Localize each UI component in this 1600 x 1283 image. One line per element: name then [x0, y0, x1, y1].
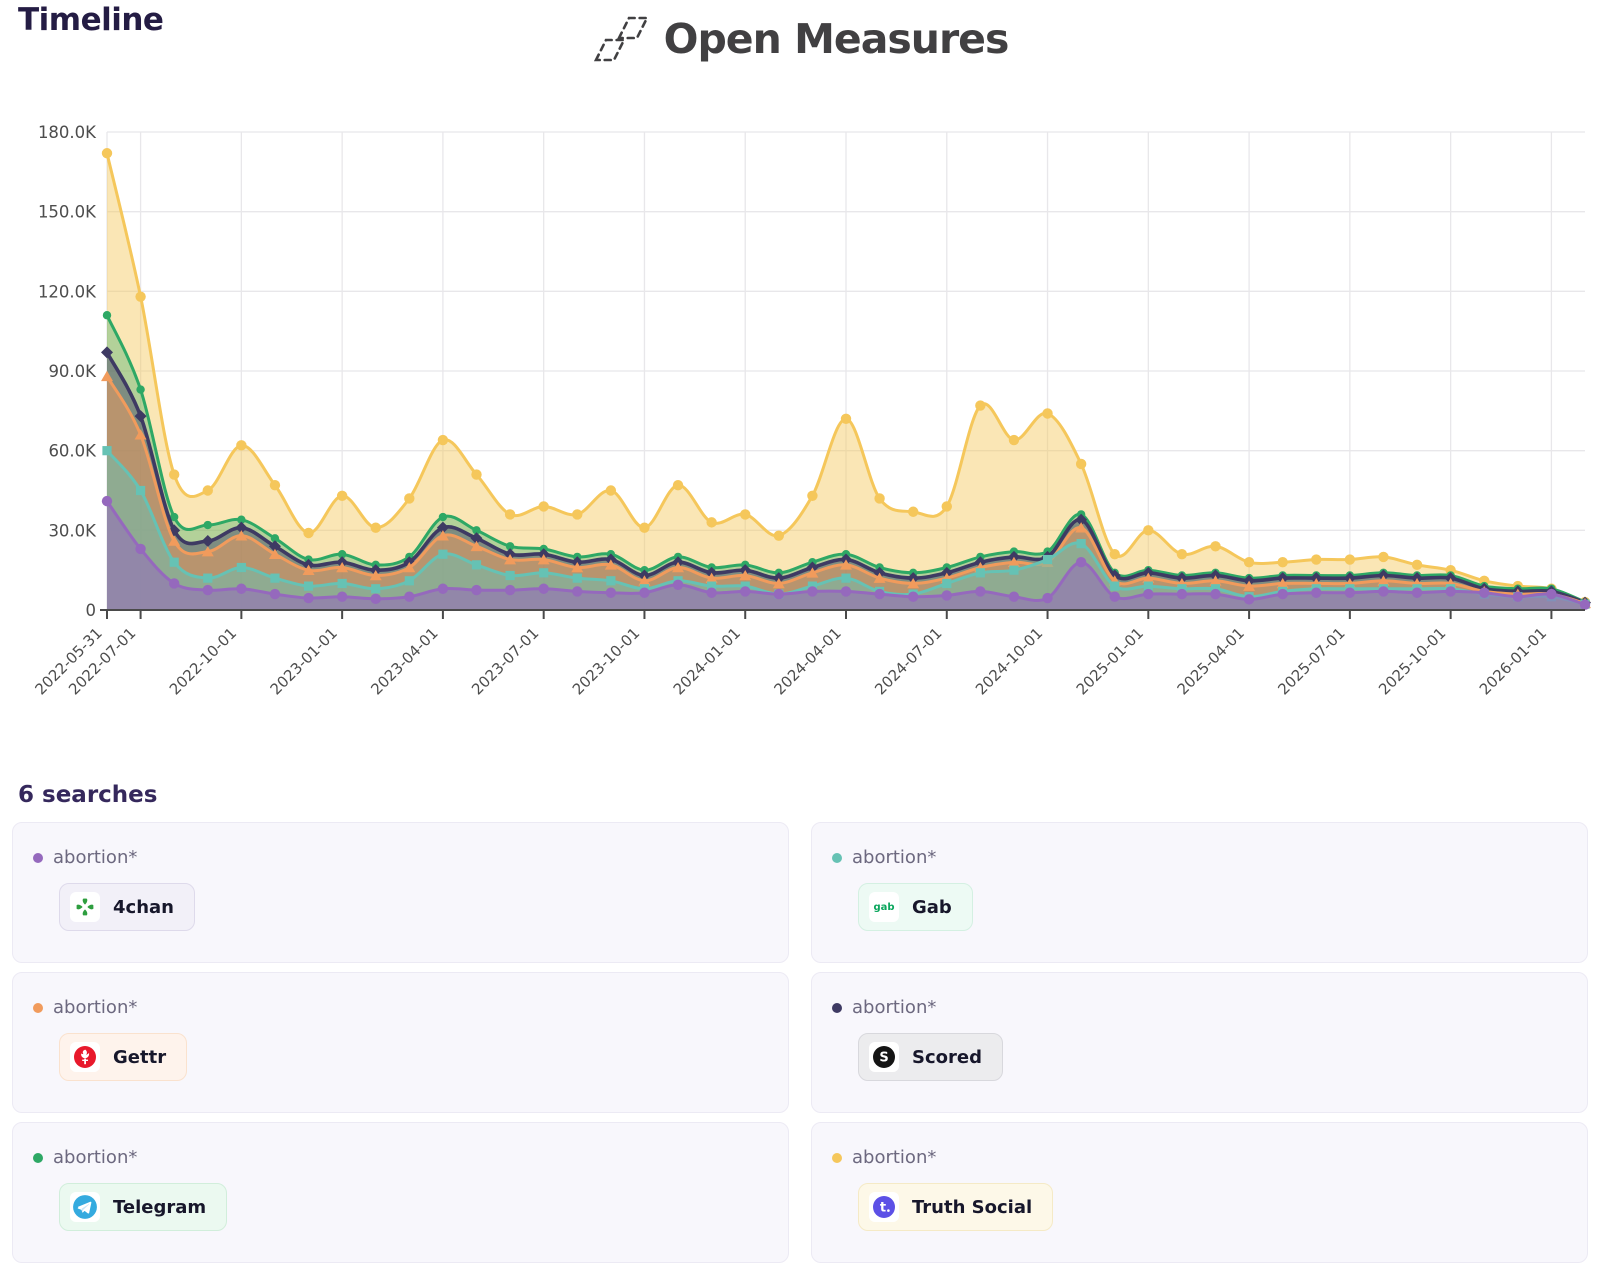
gab-icon: gab [869, 892, 899, 922]
svg-text:2024-04-01: 2024-04-01 [770, 624, 844, 698]
query-row: abortion* [832, 997, 1567, 1018]
series-color-dot [832, 852, 842, 863]
platform-label: Gab [912, 896, 952, 918]
platform-chip-gab[interactable]: gab Gab [858, 883, 973, 931]
svg-text:S: S [879, 1051, 888, 1066]
series-color-dot [832, 1152, 842, 1163]
svg-text:2025-10-01: 2025-10-01 [1375, 624, 1449, 698]
svg-text:2023-01-01: 2023-01-01 [267, 624, 341, 698]
search-card-scored: abortion* S Scored [811, 972, 1588, 1113]
platform-chip-4chan[interactable]: 4chan [59, 883, 195, 931]
svg-text:120.0K: 120.0K [38, 282, 97, 301]
platform-label: 4chan [113, 896, 174, 918]
svg-text:180.0K: 180.0K [38, 123, 97, 142]
search-query: abortion* [852, 847, 937, 868]
svg-text:2023-04-01: 2023-04-01 [367, 624, 441, 698]
platform-chip-telegram[interactable]: Telegram [59, 1183, 228, 1231]
search-query: abortion* [53, 1147, 138, 1168]
svg-text:t: t [880, 1201, 886, 1216]
query-row: abortion* [33, 1147, 768, 1168]
svg-text:0: 0 [86, 601, 97, 620]
svg-text:2022-10-01: 2022-10-01 [166, 624, 240, 698]
platform-chip-gettr[interactable]: Gettr [59, 1033, 188, 1081]
searches-section: 6 searches abortion* [0, 782, 1600, 1283]
search-cards-grid: abortion* 4chan [12, 822, 1588, 1263]
gettr-icon [70, 1042, 100, 1072]
query-row: abortion* [832, 847, 1567, 868]
platform-label: Truth Social [912, 1196, 1033, 1218]
series-color-dot [33, 852, 43, 863]
search-card-truth-social: abortion* t Truth Social [811, 1122, 1588, 1263]
truth-social-icon: t [869, 1192, 899, 1222]
search-query: abortion* [852, 1147, 937, 1168]
platform-label: Telegram [113, 1196, 207, 1218]
brand: Open Measures [0, 14, 1600, 64]
svg-text:2023-07-01: 2023-07-01 [468, 624, 542, 698]
svg-text:2025-04-01: 2025-04-01 [1174, 624, 1248, 698]
svg-text:2024-10-01: 2024-10-01 [972, 624, 1046, 698]
open-measures-logo-icon [593, 16, 649, 62]
svg-text:90.0K: 90.0K [48, 362, 97, 381]
search-card-4chan: abortion* 4chan [12, 822, 789, 963]
svg-text:150.0K: 150.0K [38, 203, 97, 222]
page-title: Timeline [18, 2, 164, 38]
platform-label: Gettr [113, 1046, 167, 1068]
platform-label: Scored [912, 1046, 982, 1068]
query-row: abortion* [33, 847, 768, 868]
scored-icon: S [869, 1042, 899, 1072]
series-color-dot [33, 1002, 43, 1013]
4chan-icon [70, 892, 100, 922]
series-color-dot [33, 1152, 43, 1163]
search-query: abortion* [53, 847, 138, 868]
brand-name: Open Measures [663, 15, 1010, 63]
svg-text:2025-07-01: 2025-07-01 [1274, 624, 1348, 698]
search-query: abortion* [852, 997, 937, 1018]
query-row: abortion* [33, 997, 768, 1018]
topbar: Timeline Open Measures [0, 0, 1600, 100]
svg-text:2026-01-01: 2026-01-01 [1476, 624, 1550, 698]
search-card-gab: abortion* gab Gab [811, 822, 1588, 963]
svg-text:60.0K: 60.0K [48, 442, 97, 461]
search-card-telegram: abortion* Telegram [12, 1122, 789, 1263]
telegram-icon [70, 1192, 100, 1222]
svg-text:2024-07-01: 2024-07-01 [871, 624, 945, 698]
platform-chip-scored[interactable]: S Scored [858, 1033, 1003, 1081]
svg-text:2025-01-01: 2025-01-01 [1073, 624, 1147, 698]
search-query: abortion* [53, 997, 138, 1018]
searches-heading: 6 searches [18, 782, 158, 808]
svg-text:2024-01-01: 2024-01-01 [670, 624, 744, 698]
query-row: abortion* [832, 1147, 1567, 1168]
platform-chip-truth-social[interactable]: t Truth Social [858, 1183, 1054, 1231]
svg-text:30.0K: 30.0K [48, 521, 97, 540]
svg-text:2023-10-01: 2023-10-01 [569, 624, 643, 698]
series-color-dot [832, 1002, 842, 1013]
search-card-gettr: abortion* Gettr [12, 972, 789, 1113]
